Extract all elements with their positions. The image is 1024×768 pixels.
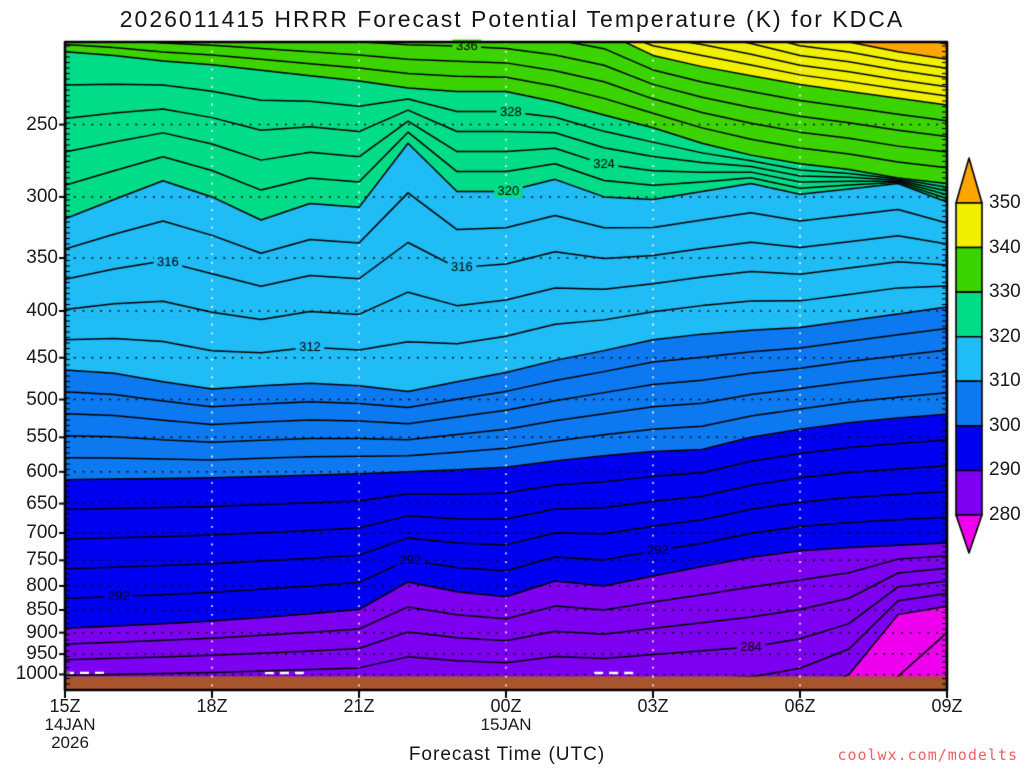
x-tick-label: 09Z <box>931 696 963 716</box>
x-axis-title: Forecast Time (UTC) <box>408 744 606 765</box>
y-tick-label: 1000 <box>15 663 58 685</box>
y-tick-label: 400 <box>26 300 58 322</box>
colorbar-tick-label: 290 <box>989 459 1021 481</box>
colorbar-tick-label: 330 <box>989 281 1021 303</box>
colorbar-tick-label: 340 <box>989 236 1021 258</box>
x-tick-label: 03Z <box>637 696 669 716</box>
y-tick-label: 300 <box>26 185 58 207</box>
x-tick-sublabel: 15JAN <box>480 715 532 734</box>
x-tick-label: 06Z <box>784 696 816 716</box>
x-tick-label: 00Z <box>490 696 522 716</box>
colorbar-tick-label: 280 <box>989 504 1021 525</box>
y-tick-label: 500 <box>26 388 58 410</box>
x-tick-label: 18Z <box>196 696 228 716</box>
x-tick-sublabel: 2026 <box>51 733 89 752</box>
y-tick-label: 800 <box>26 574 58 596</box>
x-tick-label: 15Z <box>49 696 81 716</box>
colorbar-tick-label: 300 <box>989 414 1021 436</box>
y-tick-label: 850 <box>26 598 58 620</box>
y-tick-label: 250 <box>26 113 58 135</box>
x-tick-label: 21Z <box>343 696 375 716</box>
y-tick-label: 600 <box>26 460 58 482</box>
y-tick-label: 700 <box>26 521 58 543</box>
watermark-link[interactable]: coolwx.com/modelts <box>837 746 1018 764</box>
y-tick-label: 350 <box>26 247 58 269</box>
y-tick-label: 750 <box>26 549 58 571</box>
colorbar-tick-label: 350 <box>989 192 1021 213</box>
y-tick-label: 550 <box>26 426 58 448</box>
colorbar-tick-label: 320 <box>989 325 1021 347</box>
y-tick-label: 950 <box>26 643 58 665</box>
y-tick-label: 450 <box>26 346 58 368</box>
x-tick-sublabel: 14JAN <box>44 715 96 734</box>
y-tick-label: 650 <box>26 492 58 514</box>
colorbar-tick-label: 310 <box>989 370 1021 392</box>
y-tick-label: 900 <box>26 621 58 643</box>
